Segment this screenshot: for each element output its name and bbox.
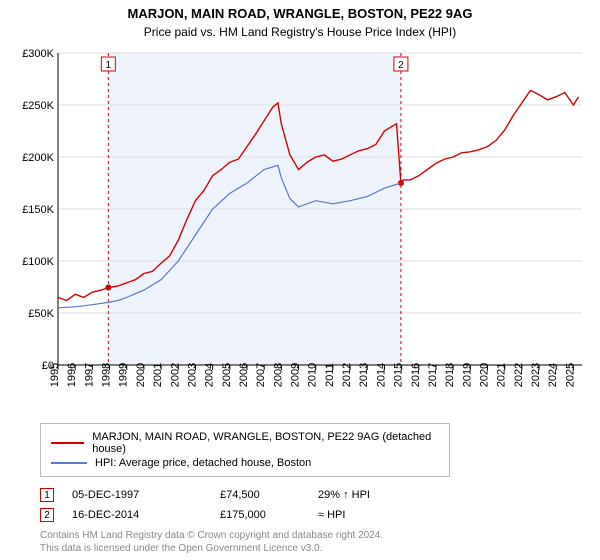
svg-text:1999: 1999 [118, 363, 130, 387]
event-date: 16-DEC-2014 [72, 509, 202, 521]
svg-text:2018: 2018 [444, 363, 456, 387]
svg-text:2025: 2025 [564, 363, 576, 387]
svg-text:£100K: £100K [22, 256, 54, 268]
footnote: Contains HM Land Registry data © Crown c… [40, 525, 600, 555]
legend-item-b: HPI: Average price, detached house, Bost… [51, 456, 439, 470]
svg-text:2020: 2020 [479, 363, 491, 387]
svg-text:2019: 2019 [461, 363, 473, 387]
legend-swatch-a [51, 442, 84, 444]
chart-area: £0£50K£100K£150K£200K£250K£300K199519961… [10, 45, 590, 415]
event-row: 1 05-DEC-1997 £74,500 29% ↑ HPI [40, 485, 600, 505]
svg-text:1995: 1995 [49, 363, 61, 387]
svg-text:1: 1 [106, 60, 112, 71]
legend-item-a: MARJON, MAIN ROAD, WRANGLE, BOSTON, PE22… [51, 430, 439, 456]
svg-text:2016: 2016 [410, 363, 422, 387]
svg-text:2012: 2012 [341, 363, 353, 387]
svg-text:2013: 2013 [358, 363, 370, 387]
svg-text:2008: 2008 [272, 363, 284, 387]
event-marker-1: 1 [40, 488, 54, 502]
svg-text:£50K: £50K [28, 308, 54, 320]
svg-text:2: 2 [398, 60, 404, 71]
svg-text:1998: 1998 [101, 363, 113, 387]
svg-text:2014: 2014 [375, 363, 387, 387]
event-table: 1 05-DEC-1997 £74,500 29% ↑ HPI 2 16-DEC… [40, 485, 600, 525]
event-date: 05-DEC-1997 [72, 489, 202, 501]
svg-text:2004: 2004 [204, 363, 216, 387]
svg-text:£150K: £150K [22, 204, 54, 216]
legend: MARJON, MAIN ROAD, WRANGLE, BOSTON, PE22… [40, 423, 450, 477]
svg-text:2021: 2021 [496, 363, 508, 387]
svg-text:£250K: £250K [22, 100, 54, 112]
chart-subtitle: Price paid vs. HM Land Registry's House … [0, 21, 600, 45]
svg-text:1996: 1996 [66, 363, 78, 387]
svg-text:2001: 2001 [152, 363, 164, 387]
chart-title: MARJON, MAIN ROAD, WRANGLE, BOSTON, PE22… [0, 0, 600, 21]
event-row: 2 16-DEC-2014 £175,000 ≈ HPI [40, 505, 600, 525]
legend-label-b: HPI: Average price, detached house, Bost… [95, 457, 311, 469]
svg-text:2024: 2024 [547, 363, 559, 387]
event-note: ≈ HPI [318, 509, 438, 521]
svg-text:2009: 2009 [290, 363, 302, 387]
svg-text:2003: 2003 [186, 363, 198, 387]
footnote-line: This data is licensed under the Open Gov… [40, 542, 600, 555]
svg-text:1997: 1997 [83, 363, 95, 387]
svg-text:2011: 2011 [324, 363, 336, 387]
event-price: £175,000 [220, 509, 300, 521]
svg-text:2017: 2017 [427, 363, 439, 387]
svg-text:2007: 2007 [255, 363, 267, 387]
svg-text:£200K: £200K [22, 152, 54, 164]
footnote-line: Contains HM Land Registry data © Crown c… [40, 529, 600, 542]
legend-swatch-b [51, 462, 87, 464]
line-chart: £0£50K£100K£150K£200K£250K£300K199519961… [10, 45, 590, 415]
svg-text:£300K: £300K [22, 48, 54, 60]
event-note: 29% ↑ HPI [318, 489, 438, 501]
svg-text:2005: 2005 [221, 363, 233, 387]
legend-label-a: MARJON, MAIN ROAD, WRANGLE, BOSTON, PE22… [92, 431, 439, 455]
svg-text:2023: 2023 [530, 363, 542, 387]
event-price: £74,500 [220, 489, 300, 501]
svg-text:2006: 2006 [238, 363, 250, 387]
svg-text:2002: 2002 [169, 363, 181, 387]
svg-text:2000: 2000 [135, 363, 147, 387]
event-marker-2: 2 [40, 508, 54, 522]
svg-text:2015: 2015 [393, 363, 405, 387]
svg-text:2010: 2010 [307, 363, 319, 387]
svg-text:2022: 2022 [513, 363, 525, 387]
